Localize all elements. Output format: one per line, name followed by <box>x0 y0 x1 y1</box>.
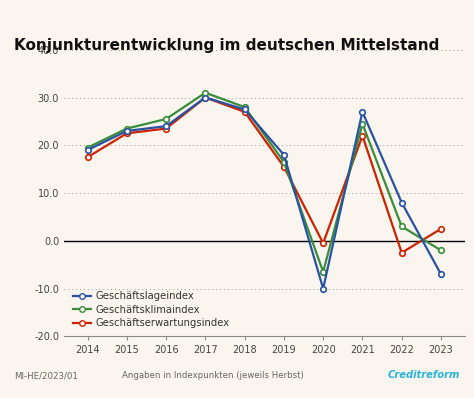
Text: Creditreform: Creditreform <box>387 370 460 380</box>
Text: MI-HE/2023/01: MI-HE/2023/01 <box>14 371 78 380</box>
Legend: Geschäftslageindex, Geschäftsklimaindex, Geschäftserwartungsindex: Geschäftslageindex, Geschäftsklimaindex,… <box>73 291 230 328</box>
Text: Angaben in Indexpunkten (jeweils Herbst): Angaben in Indexpunkten (jeweils Herbst) <box>122 371 304 380</box>
Text: Konjunkturentwicklung im deutschen Mittelstand: Konjunkturentwicklung im deutschen Mitte… <box>14 38 439 53</box>
